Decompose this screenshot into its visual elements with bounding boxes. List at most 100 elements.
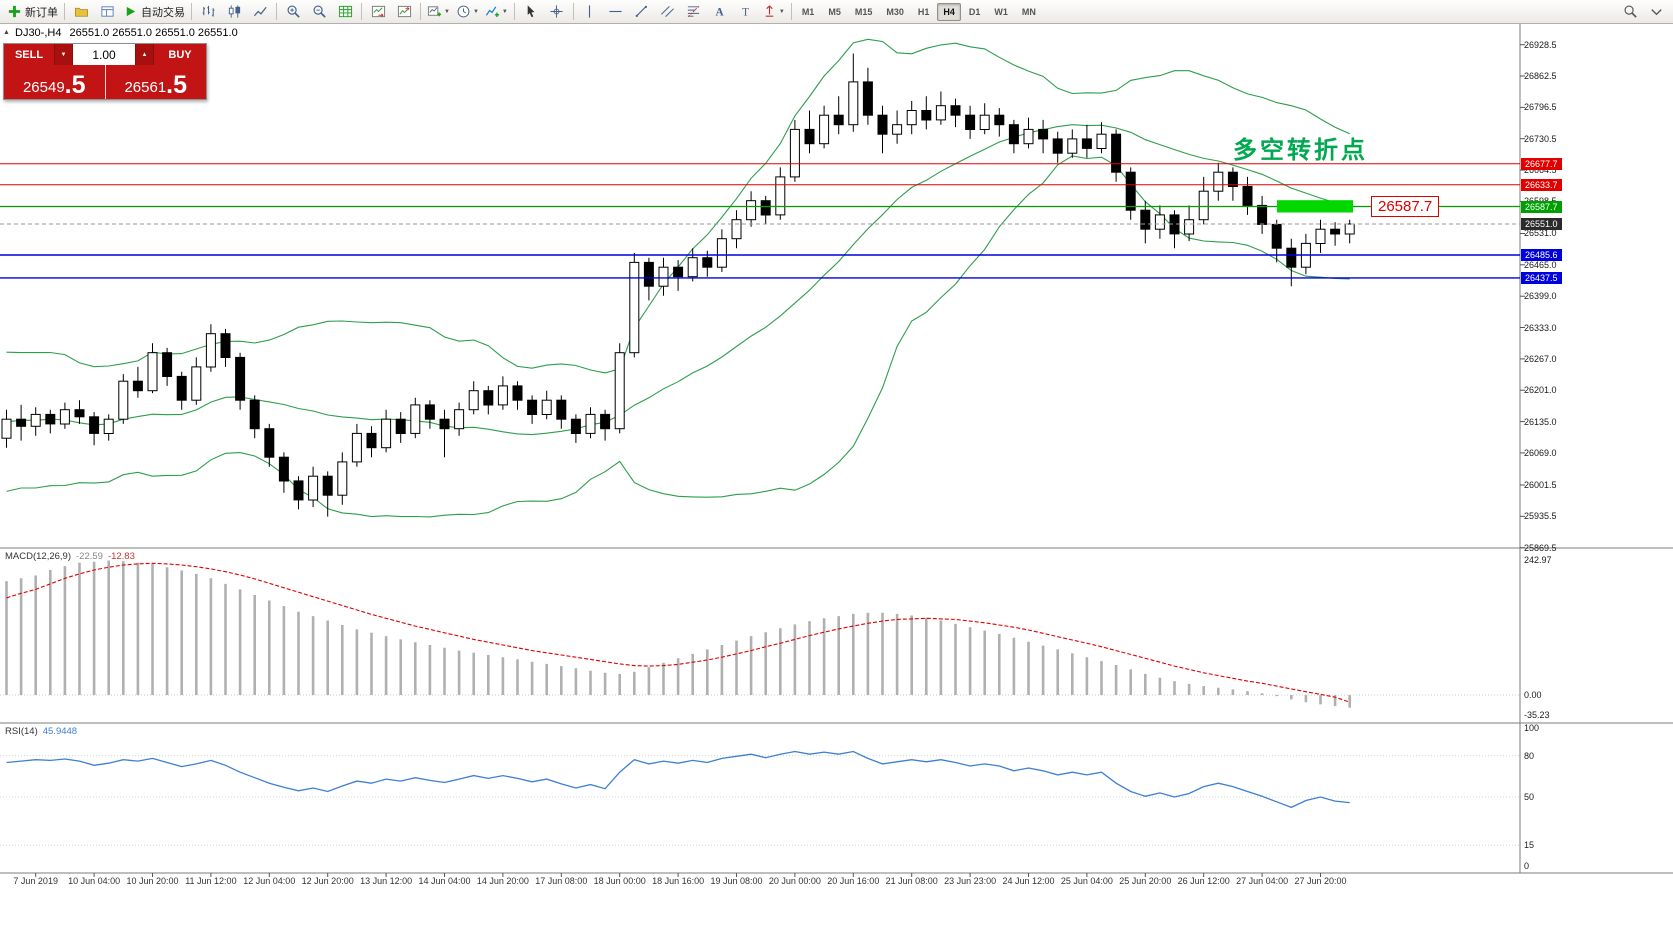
periods-button[interactable]: ▼ (453, 1, 482, 23)
label-button[interactable]: T (733, 1, 759, 23)
symbol-ohlc-label: DJ30-,H4 26551.0 26551.0 26551.0 26551.0 (15, 27, 238, 39)
arrows-button[interactable]: ▼ (759, 1, 788, 23)
caret-down-icon: ▼ (501, 8, 508, 15)
newchart-icon (427, 6, 442, 17)
autotrading-button-label: 自动交易 (141, 6, 185, 19)
new-order-button[interactable]: 新订单 (4, 1, 61, 23)
grid-button[interactable] (332, 1, 358, 23)
caret-down-icon: ▼ (472, 8, 479, 15)
caret-down-icon: ▼ (444, 8, 450, 15)
sell-price[interactable]: 26549.5 (4, 65, 105, 99)
bar-chart-button[interactable] (195, 1, 221, 23)
timeframe-button-w1[interactable]: W1 (994, 6, 1008, 17)
channel-icon (661, 5, 675, 18)
cursor-icon (528, 5, 535, 18)
price-axis-label: 26399.0 (1524, 291, 1557, 302)
one-click-toggle-icon[interactable]: ▲ (3, 29, 10, 36)
rsi-line (6, 750, 1350, 809)
textA-icon: A (716, 6, 725, 18)
sell-button[interactable]: SELL (4, 44, 54, 65)
timeframe-button-h1[interactable]: H1 (917, 6, 930, 17)
timeframe-button-m30[interactable]: M30 (886, 6, 904, 17)
horizontal-line-button[interactable] (603, 1, 629, 23)
time-axis-label: 14 Jun 20:00 (476, 876, 529, 886)
toolbar-separator (191, 3, 192, 20)
new-order-button-label: 新订单 (25, 6, 58, 19)
vline-icon (589, 5, 591, 18)
fib-icon (688, 6, 700, 17)
macd-axis-label: 242.97 (1524, 555, 1552, 565)
time-axis-label: 10 Jun 20:00 (126, 876, 179, 886)
linechart-icon (253, 6, 267, 17)
indicators-button[interactable]: ▼ (482, 1, 511, 23)
new-chart-button[interactable]: ▼ (424, 1, 453, 23)
time-axis-label: 20 Jun 00:00 (768, 876, 821, 886)
channel-button[interactable] (655, 1, 681, 23)
zoomout-icon (312, 5, 326, 18)
timeframe-button-m1[interactable]: M1 (801, 6, 815, 17)
axis-ticks (35, 44, 1525, 877)
price-line-tag: 26485.6 (1521, 249, 1562, 262)
zoom-in-button[interactable] (280, 1, 306, 23)
chartshift-icon (397, 5, 411, 18)
svg-text:A: A (716, 6, 725, 18)
data-window-button[interactable] (94, 1, 120, 23)
candles-icon (228, 5, 240, 18)
line-chart-button[interactable] (247, 1, 273, 23)
sell-options-caret[interactable]: ▼ (54, 44, 73, 65)
datawin-icon (100, 6, 114, 17)
vertical-line-button[interactable] (577, 1, 603, 23)
profiles-button[interactable] (68, 1, 94, 23)
buy-options-caret[interactable]: ▲ (135, 44, 154, 65)
arrow-icon (765, 5, 774, 17)
symbol-name: DJ30-,H4 (15, 27, 62, 39)
timeframe-button-d1[interactable]: D1 (968, 6, 981, 17)
caret-down-icon: ▼ (778, 8, 785, 15)
folder-icon (74, 7, 88, 17)
price-callout-box: 26587.7 (1371, 196, 1440, 217)
horizontal-lines[interactable] (0, 163, 1520, 279)
price-axis-label: 26796.5 (1524, 102, 1557, 113)
rsi-indicator-label: RSI(14) 45.9448 (5, 726, 77, 737)
textT-icon: T (742, 6, 749, 18)
time-axis-label: 14 Jun 04:00 (418, 876, 471, 886)
buy-price-main: 26561 (124, 79, 167, 96)
fibonacci-button[interactable] (681, 1, 707, 23)
zoom-out-button[interactable] (306, 1, 332, 23)
buy-button[interactable]: BUY (154, 44, 206, 65)
toolbar-separator (572, 3, 574, 20)
search-button[interactable] (1617, 1, 1643, 23)
rsi-axis-label: 100 (1524, 723, 1540, 733)
toolbar-options-button[interactable] (1643, 1, 1669, 23)
rsi-axis-label: 80 (1524, 750, 1535, 761)
time-axis-label: 10 Jun 04:00 (68, 876, 121, 886)
annotation-text: 多空转折点 (1233, 137, 1368, 164)
time-axis-label: 18 Jun 16:00 (652, 876, 705, 886)
candlestick-chart-button[interactable] (221, 1, 247, 23)
time-axis-label: 23 Jun 23:00 (944, 876, 997, 886)
timeframe-button-m5[interactable]: M5 (828, 6, 841, 17)
lot-size-input[interactable] (73, 47, 135, 62)
chart-shift-button[interactable] (391, 1, 417, 23)
toolbar-separator (64, 3, 65, 20)
time-axis-label: 27 Jun 04:00 (1236, 876, 1289, 886)
trendline-button[interactable] (629, 1, 655, 23)
timeframe-button-h4[interactable]: H4 (937, 2, 961, 21)
price-axis-label: 26201.0 (1524, 385, 1557, 396)
price-line-tag: 26633.7 (1521, 178, 1562, 191)
buy-price[interactable]: 26561.5 (104, 65, 206, 99)
macd-axis-label: -35.23 (1524, 709, 1550, 720)
bars-icon (202, 5, 214, 17)
autotrading-button[interactable]: 自动交易 (120, 1, 188, 23)
auto-scroll-button[interactable] (365, 1, 391, 23)
cursor-button[interactable] (518, 1, 544, 23)
crosshair-button[interactable] (544, 1, 570, 23)
text-button[interactable]: A (707, 1, 733, 23)
timeframe-button-mn[interactable]: MN (1021, 6, 1036, 17)
chevron-icon (1650, 9, 1662, 16)
timeframe-button-m15[interactable]: M15 (854, 6, 873, 17)
time-axis-label: 26 Jun 12:00 (1177, 876, 1230, 886)
highlight-zone[interactable] (1277, 200, 1353, 213)
